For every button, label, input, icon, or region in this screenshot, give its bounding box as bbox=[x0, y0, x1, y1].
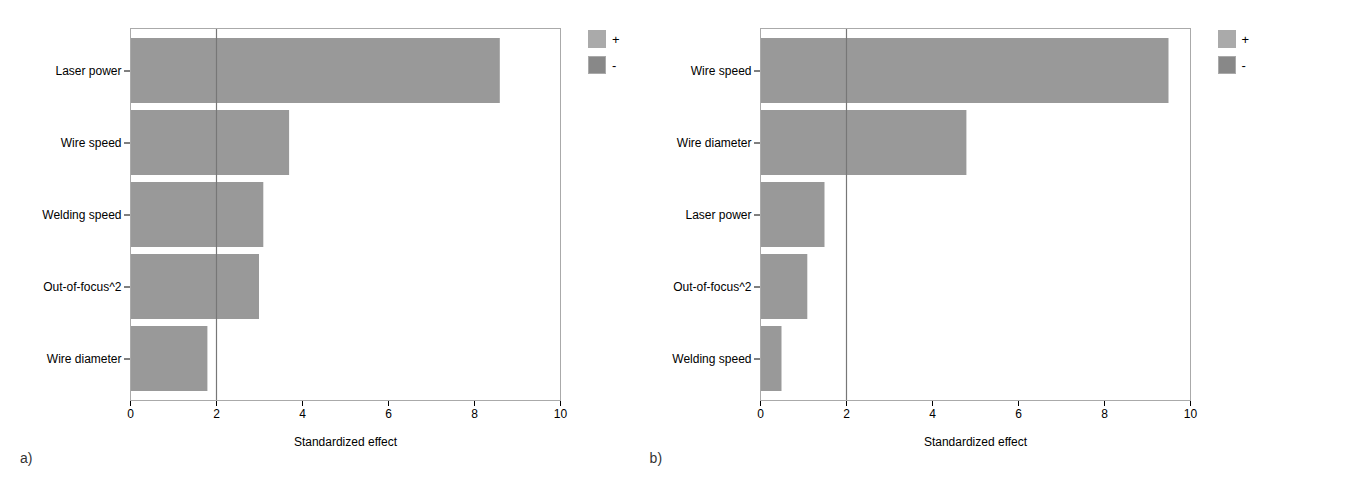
svg-text:6: 6 bbox=[385, 407, 392, 421]
html-text:b): b) bbox=[649, 450, 662, 466]
svg-text:0: 0 bbox=[757, 407, 764, 421]
html-text:a): a) bbox=[20, 450, 33, 466]
svg-text:0: 0 bbox=[127, 407, 134, 421]
svg-text:8: 8 bbox=[471, 407, 478, 421]
svg-text:4: 4 bbox=[299, 407, 306, 421]
svg-text:Laser power: Laser power bbox=[685, 208, 751, 222]
svg-text:10: 10 bbox=[554, 407, 568, 421]
svg-text:Standardized effect: Standardized effect bbox=[924, 435, 1028, 449]
svg-text:10: 10 bbox=[1183, 407, 1197, 421]
svg-text:Out-of-focus^2: Out-of-focus^2 bbox=[43, 280, 122, 294]
svg-text:Welding speed: Welding speed bbox=[672, 352, 751, 366]
svg-text:Wire diameter: Wire diameter bbox=[47, 352, 122, 366]
svg-text:2: 2 bbox=[213, 407, 220, 421]
svg-text:Standardized effect: Standardized effect bbox=[294, 435, 398, 449]
svg-text:4: 4 bbox=[929, 407, 936, 421]
svg-text:6: 6 bbox=[1015, 407, 1022, 421]
svg-text:Laser power: Laser power bbox=[55, 64, 121, 78]
svg-text:Out-of-focus^2: Out-of-focus^2 bbox=[673, 280, 752, 294]
svg-text:Wire diameter: Wire diameter bbox=[676, 136, 751, 150]
svg-text:2: 2 bbox=[843, 407, 850, 421]
svg-text:8: 8 bbox=[1101, 407, 1108, 421]
svg-text:Wire speed: Wire speed bbox=[690, 64, 751, 78]
svg-text:Welding speed: Welding speed bbox=[42, 208, 121, 222]
svg-text:Wire speed: Wire speed bbox=[61, 136, 122, 150]
